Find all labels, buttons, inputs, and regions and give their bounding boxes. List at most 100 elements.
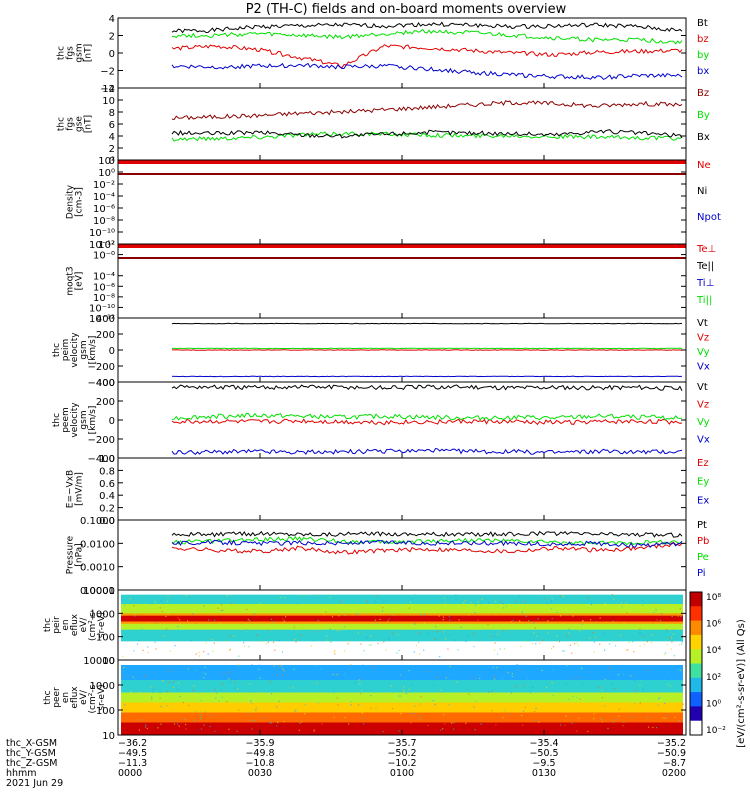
spectrogram-speckle: [362, 664, 364, 666]
spectrogram-speckle: [590, 619, 592, 621]
spectrogram-speckle: [662, 678, 665, 680]
spectrogram-speckle: [667, 700, 669, 702]
spectrogram-speckle: [659, 707, 661, 710]
spectrogram-speckle: [451, 608, 453, 611]
spectrogram-speckle: [323, 614, 325, 616]
spectrogram-speckle: [159, 607, 161, 609]
spectrogram-speckle: [230, 602, 232, 604]
y-tick-label: −2: [100, 67, 115, 78]
spectrogram-speckle: [263, 624, 265, 626]
spectrogram-speckle: [321, 723, 323, 725]
spectrogram-speckle: [625, 602, 627, 604]
spectrogram-speckle: [274, 649, 276, 651]
spectrogram-speckle: [332, 673, 334, 676]
y-tick-label: −200: [88, 435, 115, 446]
spectrogram-speckle: [300, 634, 302, 636]
spectrogram-speckle: [380, 705, 382, 707]
spectrogram-speckle: [212, 650, 214, 652]
spectrogram-speckle: [385, 670, 387, 673]
spectrogram-speckle: [358, 613, 360, 615]
spectrogram-speckle: [523, 685, 525, 687]
spectrogram-speckle: [442, 619, 444, 621]
spectrogram-speckle: [228, 728, 230, 730]
y-tick-label: 10⁻¹⁰: [89, 228, 115, 239]
y-axis-label: thc peem velocity gsm [km/s]: [52, 402, 98, 438]
spectrogram-speckle: [453, 728, 455, 730]
spectrogram-speckle: [221, 682, 223, 685]
spectrogram-speckle: [453, 722, 455, 724]
spectrogram-speckle: [171, 720, 173, 722]
y-tick-label: 10⁻⁶: [93, 204, 115, 215]
spectrogram-speckle: [377, 642, 379, 645]
series-line-Pi: [171, 539, 683, 548]
spectrogram-speckle: [266, 710, 269, 712]
spectrogram-speckle: [623, 721, 625, 723]
spectrogram-speckle: [195, 653, 197, 655]
spectrogram-speckle: [137, 691, 139, 693]
spectrogram-speckle: [558, 641, 561, 643]
spectrogram-speckle: [669, 637, 671, 639]
y-axis-label-line: gse: [75, 116, 85, 132]
spectrogram-speckle: [131, 669, 133, 671]
spectrogram-speckle: [318, 620, 320, 622]
spectrogram-speckle: [200, 728, 202, 730]
series-line-bz: [171, 44, 683, 69]
spectrogram-speckle: [547, 620, 549, 622]
legend-label: Ez: [697, 458, 709, 469]
spectrogram-speckle: [320, 668, 322, 670]
spectrogram-speckle: [322, 631, 324, 634]
spectrogram-speckle: [511, 675, 513, 677]
spectrogram-speckle: [246, 608, 248, 611]
spectrogram-band: [121, 712, 683, 723]
spectrogram-speckle: [493, 709, 495, 711]
spectrogram-speckle: [379, 605, 381, 607]
spectrogram-speckle: [595, 621, 597, 623]
spectrogram-speckle: [408, 688, 410, 691]
spectrogram-speckle: [583, 683, 585, 685]
spectrogram-speckle: [226, 700, 228, 703]
spectrogram-speckle: [267, 629, 269, 631]
spectrogram-speckle: [146, 727, 148, 729]
spectrogram-speckle: [630, 706, 632, 708]
spectrogram-speckle: [442, 631, 444, 633]
spectrogram-speckle: [541, 669, 543, 671]
spectrogram-speckle: [678, 720, 680, 722]
spectrogram-speckle: [421, 614, 423, 616]
spectrogram-speckle: [512, 619, 514, 621]
series-line-Pt: [171, 530, 683, 538]
spectrogram-speckle: [284, 597, 286, 599]
colorbar-tick-label: 10⁶: [706, 620, 721, 630]
spectrogram-speckle: [361, 689, 363, 691]
spectrogram-speckle: [209, 725, 211, 727]
spectrogram-speckle: [442, 616, 444, 618]
spectrogram-speckle: [367, 625, 369, 627]
series-line-Pe: [171, 535, 683, 546]
spectrogram-speckle: [243, 642, 245, 644]
spectrogram-speckle: [276, 706, 278, 708]
colorbar-label: [eV/(cm²-s-sr-eV)] (All Qs): [736, 619, 747, 748]
spectrogram-speckle: [234, 681, 236, 683]
spectrogram-speckle: [438, 615, 440, 617]
spectrogram-speckle: [144, 694, 146, 696]
spectrogram-speckle: [535, 720, 537, 722]
spectrogram-speckle: [508, 713, 510, 715]
spectrogram-speckle: [498, 675, 500, 678]
spectrogram-speckle: [460, 694, 462, 696]
spectrogram-speckle: [213, 642, 215, 644]
spectrogram-speckle: [492, 666, 494, 669]
legend-label: by: [697, 50, 709, 61]
spectrogram-speckle: [167, 613, 169, 616]
spectrogram-speckle: [599, 617, 601, 619]
y-tick-label: 6: [109, 120, 115, 131]
spectrogram-speckle: [273, 665, 275, 667]
spectrogram-speckle: [585, 601, 587, 603]
spectrogram-speckle: [514, 603, 516, 605]
colorbar-tick-label: 10⁻²: [706, 726, 726, 736]
legend-label: Bt: [697, 18, 708, 29]
spectrogram-speckle: [571, 677, 573, 679]
spectrogram-speckle: [285, 616, 287, 618]
legend-label: Ex: [697, 495, 709, 506]
spectrogram-speckle: [336, 697, 338, 699]
x-axis-annotation: thc_X-GSM −36.2 −35.9 −35.7 −35.4 −35.2 thc_Y-…: [6, 738, 686, 789]
spectrogram-speckle: [169, 650, 171, 652]
